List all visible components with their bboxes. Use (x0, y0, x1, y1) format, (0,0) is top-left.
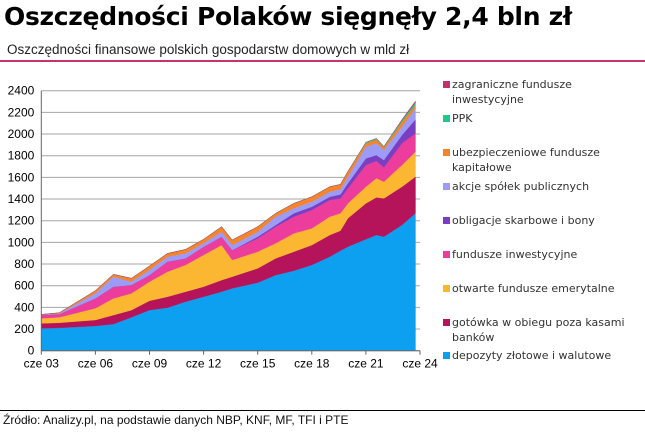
y-tick-label: 400 (14, 300, 34, 314)
legend-swatch (443, 183, 450, 190)
footer-divider (0, 410, 645, 411)
y-tick-label: 2400 (8, 84, 35, 98)
y-tick-label: 1400 (8, 192, 35, 206)
legend-label: PPK (452, 112, 473, 125)
legend-swatch (443, 352, 450, 359)
legend-label: gotówka w obiegu poza kasami banków (452, 316, 625, 344)
legend-swatch (443, 149, 450, 156)
x-tick-label: cze 03 (24, 357, 60, 371)
legend-item: obligacje skarbowe i bony (443, 213, 643, 228)
page-title: Oszczędności Polaków sięgnęły 2,4 bln zł (4, 2, 572, 31)
legend-label: depozyty złotowe i walutowe (452, 349, 612, 362)
x-tick-label: cze 09 (132, 357, 168, 371)
legend-item: ubezpieczeniowe fundusze kapitałowe (443, 145, 643, 175)
legend-label: zagraniczne fundusze inwestycyjne (452, 78, 572, 106)
legend-label: akcje spółek publicznych (452, 180, 590, 193)
legend-item: zagraniczne fundusze inwestycyjne (443, 77, 643, 107)
y-tick-label: 2200 (8, 105, 35, 119)
y-tick-label: 1200 (8, 214, 35, 228)
y-tick-label: 600 (14, 279, 34, 293)
source-note: Źródło: Analizy.pl, na podstawie danych … (3, 413, 349, 427)
y-tick-label: 1000 (8, 235, 35, 249)
x-tick-label: cze 12 (186, 357, 222, 371)
legend-item: depozyty złotowe i walutowe (443, 348, 643, 363)
legend-item: PPK (443, 111, 643, 126)
x-tick-label: cze 15 (240, 357, 276, 371)
legend-swatch (443, 81, 450, 88)
legend-swatch (443, 115, 450, 122)
legend-swatch (443, 217, 450, 224)
legend-label: obligacje skarbowe i bony (452, 214, 595, 227)
legend-swatch (443, 251, 450, 258)
y-tick-label: 2000 (8, 127, 35, 141)
legend-label: otwarte fundusze emerytalne (452, 282, 615, 295)
legend-label: fundusze inwestycyjne (452, 248, 578, 261)
legend-item: otwarte fundusze emerytalne (443, 281, 643, 296)
y-tick-label: 200 (14, 322, 34, 336)
x-tick-label: cze 18 (294, 357, 330, 371)
y-tick-label: 1600 (8, 170, 35, 184)
legend-item: akcje spółek publicznych (443, 179, 643, 194)
legend-swatch (443, 285, 450, 292)
area-series-9 (41, 100, 416, 315)
title-divider (0, 60, 645, 62)
y-tick-label: 0 (28, 344, 35, 358)
legend-item: fundusze inwestycyjne (443, 247, 643, 262)
legend-swatch (443, 319, 450, 326)
legend-label: ubezpieczeniowe fundusze kapitałowe (452, 146, 600, 174)
x-tick-label: cze 24 (402, 357, 438, 371)
page-subtitle: Oszczędności finansowe polskich gospodar… (7, 42, 410, 57)
x-tick-label: cze 21 (348, 357, 384, 371)
x-tick-label: cze 06 (78, 357, 114, 371)
y-tick-label: 800 (14, 257, 34, 271)
y-tick-label: 1800 (8, 149, 35, 163)
legend-item: gotówka w obiegu poza kasami banków (443, 315, 643, 345)
